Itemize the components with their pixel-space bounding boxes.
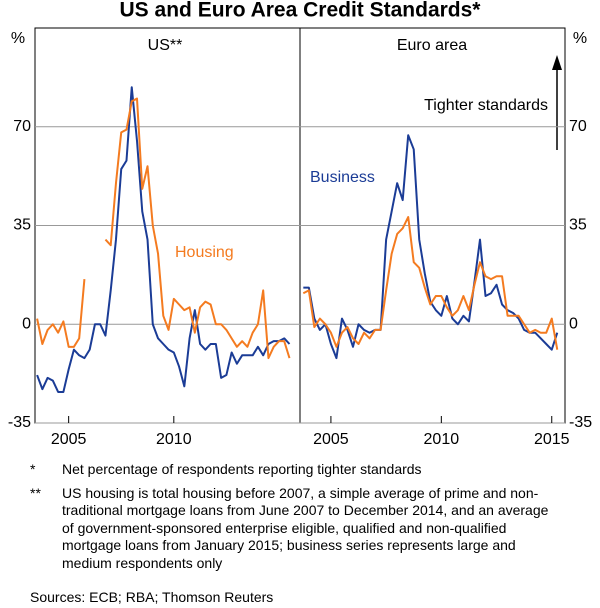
chart-title: US and Euro Area Credit Standards* (120, 0, 482, 22)
notes: * Net percentage of respondents reporting… (0, 461, 600, 578)
y-tick-label: -35 (569, 414, 592, 431)
y-tick-label: 70 (13, 118, 31, 135)
note: * Net percentage of respondents reporting… (0, 461, 562, 479)
series-line (302, 216, 559, 350)
x-tick-label: 2010 (424, 431, 460, 448)
x-tick-label: 2015 (534, 431, 570, 448)
panel-title: US** (148, 37, 183, 54)
series-line (36, 97, 291, 360)
chart: US and Euro Area Credit Standards* % % U… (8, 0, 592, 448)
y-tick-label: 0 (569, 315, 578, 332)
note-text: Net percentage of respondents reporting … (62, 461, 422, 477)
y-unit: % (11, 30, 25, 47)
y-tick-label: 0 (22, 315, 31, 332)
note: ** US housing is total housing before 200… (0, 485, 562, 573)
x-tick-label: 2010 (156, 431, 192, 448)
arrow-head (552, 55, 562, 70)
y-tick-label: 35 (569, 217, 587, 234)
annotation: Housing (175, 244, 234, 261)
note-symbol: ** (30, 484, 41, 501)
x-tick-label: 2005 (313, 431, 349, 448)
annotation: Business (310, 169, 375, 186)
y-tick-label: -35 (8, 414, 31, 431)
y-tick-label: 70 (569, 118, 587, 135)
annotation: Tighter standards (424, 97, 548, 114)
panel-title: Euro area (397, 37, 467, 54)
y-unit: % (573, 30, 587, 47)
note-text: US housing is total housing before 2007,… (62, 484, 549, 571)
note-symbol: * (30, 461, 36, 477)
y-tick-label: 35 (13, 217, 31, 234)
sources: Sources: ECB; RBA; Thomson Reuters (30, 589, 274, 605)
x-tick-label: 2005 (51, 431, 87, 448)
series-line (36, 86, 291, 393)
